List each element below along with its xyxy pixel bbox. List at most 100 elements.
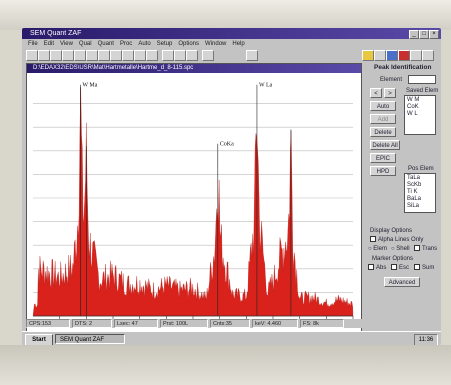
possible-element-item[interactable]: TaLa (407, 175, 421, 181)
toolbar-tool-icon[interactable] (246, 50, 258, 61)
alpha-lines-label: Alpha Lines Only (378, 237, 424, 243)
peak-label: CoKa (220, 142, 234, 148)
toolbar-tool-icon[interactable] (38, 50, 50, 61)
menu-item-options[interactable]: Options (178, 41, 200, 47)
possible-element-item[interactable]: ScKb (407, 182, 422, 188)
peak-label: W Ma (82, 83, 97, 89)
menu-item-edit[interactable]: Edit (43, 41, 55, 47)
auto-button[interactable]: Auto (370, 101, 396, 111)
toolbar-tool-icon[interactable] (146, 50, 158, 61)
esc-checkbox[interactable]: Esc (391, 264, 409, 272)
toolbar-right-icon[interactable] (410, 50, 422, 61)
toolbar-tool-icon[interactable] (74, 50, 86, 61)
saved-element-item[interactable]: W M (407, 97, 420, 103)
sum-label: Sum (422, 265, 435, 271)
shell-label: Shell (396, 246, 410, 252)
monitor-bezel-bottom (0, 345, 451, 385)
spectrum-chart[interactable]: W Ma CoKa W La (29, 76, 357, 328)
spectrum-window: D:\EDAX32\EDS\USR\Mat\Hartmetalle\Hartme… (26, 63, 362, 337)
checkbox-icon (414, 264, 420, 271)
sum-checkbox[interactable]: Sum (414, 264, 434, 272)
status-cell: DTS: 2 (72, 319, 112, 328)
advanced-button[interactable]: Advanced (384, 277, 420, 287)
status-cell: FS: 8k (300, 319, 344, 328)
toolbar-tool-icon[interactable] (162, 50, 174, 61)
menu-item-file[interactable]: File (28, 41, 38, 47)
menu-bar: File Edit View Qual Quant Proc Auto Setup Option… (22, 39, 441, 49)
menu-item-setup[interactable]: Setup (156, 41, 173, 47)
display-options-label: Display Options (370, 228, 413, 234)
menu-item-help[interactable]: Help (232, 41, 245, 47)
spectrum-window-title: D:\EDAX32\EDS\USR\Mat\Hartmetalle\Hartme… (27, 64, 361, 73)
esc-label: Esc (399, 265, 410, 271)
toolbar-right-icon[interactable] (362, 50, 374, 61)
status-cell: Cnts:35 (210, 319, 250, 328)
saved-element-item[interactable]: CoK (407, 104, 419, 110)
alpha-lines-checkbox[interactable]: Alpha Lines Only (370, 236, 423, 244)
toolbar-right-icon[interactable] (398, 50, 410, 61)
toolbar-tool-icon[interactable] (62, 50, 74, 61)
trans-checkbox[interactable]: Trans (414, 245, 437, 253)
toolbar-tool-icon[interactable] (98, 50, 110, 61)
peak-identification-panel: Peak Identification Element < > Auto Add… (364, 63, 438, 335)
monitor-bezel-top (0, 0, 451, 30)
minimize-button[interactable]: _ (409, 30, 419, 39)
epic-button[interactable]: EPIC (370, 153, 396, 163)
checkbox-icon (370, 236, 376, 243)
checkbox-icon (391, 264, 397, 271)
maximize-button[interactable]: □ (419, 30, 429, 39)
toolbar-tool-icon[interactable] (26, 50, 38, 61)
shell-radio[interactable]: ○ Shell (391, 246, 410, 252)
possible-elements-list[interactable]: TaLa ScKb Ti K BaLa SiLa (404, 173, 436, 213)
spectrum-area (32, 87, 354, 317)
toolbar-right-icon[interactable] (386, 50, 398, 61)
toolbar-tool-icon[interactable] (186, 50, 198, 61)
toolbar-tool-icon[interactable] (86, 50, 98, 61)
toolbar (22, 49, 441, 61)
taskbar: Start SEM Quant ZAF 11:36 (22, 331, 441, 345)
marker-options-label: Marker Options (372, 256, 414, 262)
delete-all-button[interactable]: Delete All (370, 140, 400, 150)
elem-radio[interactable]: ○ Elem (368, 246, 387, 252)
element-input[interactable] (408, 75, 436, 84)
close-button[interactable]: × (429, 30, 439, 39)
status-cell: keV: 4.460 (252, 319, 298, 328)
menu-item-quant[interactable]: Quant (97, 41, 114, 47)
peak-label: W La (259, 83, 273, 89)
panel-title: Peak Identification (374, 64, 432, 71)
toolbar-right-icon[interactable] (374, 50, 386, 61)
toolbar-tool-icon[interactable] (202, 50, 214, 61)
toolbar-tool-icon[interactable] (134, 50, 146, 61)
possible-element-item[interactable]: SiLa (407, 203, 420, 209)
abs-checkbox[interactable]: Abs (368, 264, 386, 272)
checkbox-icon (368, 264, 374, 271)
start-button[interactable]: Start (25, 334, 53, 345)
saved-elements-label: Saved Elem (406, 88, 439, 94)
saved-element-item[interactable]: W L (407, 111, 418, 117)
toolbar-right-icon[interactable] (422, 50, 434, 61)
possible-element-item[interactable]: BaLa (407, 196, 422, 202)
trans-label: Trans (422, 246, 438, 252)
status-cell: Prst: 100L (160, 319, 208, 328)
toolbar-tool-icon[interactable] (50, 50, 62, 61)
saved-elements-list[interactable]: W M CoK W L (404, 95, 436, 135)
menu-item-view[interactable]: View (60, 41, 73, 47)
hpd-button[interactable]: HPD (370, 166, 396, 176)
possible-element-item[interactable]: Ti K (407, 189, 418, 195)
delete-button[interactable]: Delete (370, 127, 396, 137)
toolbar-tool-icon[interactable] (110, 50, 122, 61)
checkbox-icon (414, 245, 420, 252)
elem-label: Elem (373, 246, 387, 252)
menu-item-proc[interactable]: Proc (119, 41, 133, 47)
menu-item-auto[interactable]: Auto (138, 41, 151, 47)
next-element-button[interactable]: > (384, 88, 396, 98)
menu-item-window[interactable]: Window (205, 41, 227, 47)
toolbar-tool-icon[interactable] (122, 50, 134, 61)
element-label: Element (380, 77, 403, 83)
toolbar-tool-icon[interactable] (174, 50, 186, 61)
abs-label: Abs (376, 265, 387, 271)
taskbar-item-sem-quant[interactable]: SEM Quant ZAF (55, 334, 125, 344)
add-button[interactable]: Add (370, 114, 396, 124)
menu-item-qual[interactable]: Qual (78, 41, 92, 47)
prev-element-button[interactable]: < (370, 88, 382, 98)
